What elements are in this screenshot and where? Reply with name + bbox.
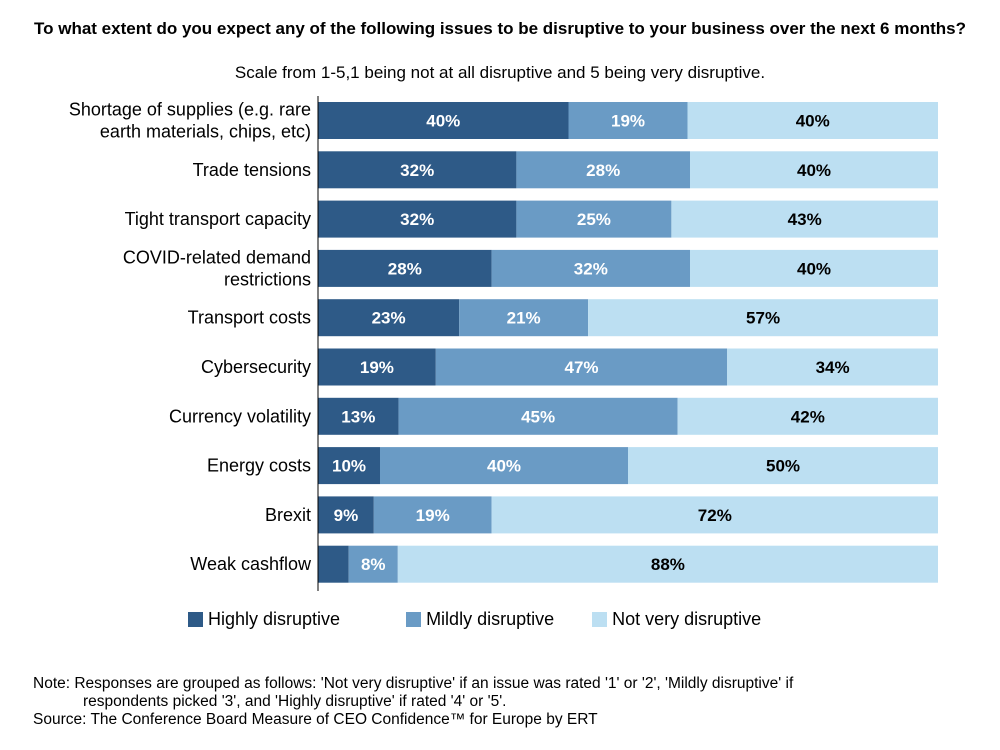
stacked-bar-chart: 40% 19% 40% Shortage of supplies (e.g. rare… — [69, 96, 938, 591]
bar-segment — [318, 447, 380, 485]
data-label: 40% — [797, 259, 831, 278]
category-label: Shortage of supplies (e.g. rare — [69, 100, 311, 120]
legend-swatch — [592, 612, 608, 627]
data-label: 13% — [341, 407, 375, 426]
category-label: Cybersecurity — [201, 357, 311, 377]
chart-subtitle: Scale from 1-5,1 being not at all disrup… — [234, 63, 766, 82]
bar-segment — [318, 496, 374, 534]
data-label: 21% — [507, 309, 541, 328]
legend-swatch — [406, 612, 422, 627]
data-label: 32% — [574, 259, 608, 278]
source-line: Source: The Conference Board Measure of … — [33, 711, 598, 728]
bar-segment — [690, 249, 938, 287]
bar-segment — [397, 545, 938, 583]
data-label: 40% — [797, 161, 831, 180]
legend-label: Not very disruptive — [612, 609, 762, 629]
bar-segment — [318, 397, 399, 435]
data-label: 9% — [334, 506, 359, 525]
data-label: 19% — [611, 112, 645, 131]
note-line-2: respondents picked '3', and 'Highly disr… — [83, 693, 507, 710]
legend-swatch — [188, 612, 203, 627]
data-label: 28% — [586, 161, 620, 180]
data-label: 32% — [400, 210, 434, 229]
bar-segment — [671, 200, 938, 238]
category-label: restrictions — [224, 269, 311, 289]
data-label: 50% — [766, 457, 800, 476]
data-label: 19% — [416, 506, 450, 525]
data-label: 25% — [577, 210, 611, 229]
data-label: 45% — [521, 407, 555, 426]
data-label: 10% — [332, 457, 366, 476]
bar-segment — [348, 545, 398, 583]
bar-segment — [677, 397, 938, 435]
data-label: 57% — [746, 309, 780, 328]
category-label: Tight transport capacity — [125, 209, 311, 229]
data-label: 72% — [698, 506, 732, 525]
bar-segment — [318, 151, 517, 189]
category-label: Currency volatility — [169, 406, 311, 426]
data-label: 19% — [360, 358, 394, 377]
data-label: 32% — [400, 161, 434, 180]
note-line-1: Note: Responses are grouped as follows: … — [33, 675, 794, 692]
data-label: 42% — [791, 407, 825, 426]
bar-segment — [318, 299, 460, 337]
bar-segment — [435, 348, 728, 386]
category-label: Trade tensions — [193, 160, 311, 180]
data-label: 43% — [788, 210, 822, 229]
data-label: 47% — [564, 358, 598, 377]
data-label: 88% — [651, 555, 685, 574]
bar-segment — [727, 348, 938, 386]
bar-segment — [380, 447, 628, 485]
category-label: Transport costs — [188, 308, 311, 328]
bar-segment — [516, 151, 690, 189]
bar-segment — [588, 299, 938, 337]
bar-segment — [459, 299, 589, 337]
bar-segment — [373, 496, 492, 534]
category-label: COVID-related demand — [123, 247, 311, 267]
bar-segment — [690, 151, 938, 189]
legend-label: Mildly disruptive — [426, 609, 555, 629]
category-label: earth materials, chips, etc) — [100, 122, 311, 142]
bar-segment — [491, 249, 690, 287]
bar-segment — [318, 102, 569, 139]
bar-segment — [628, 447, 938, 485]
bar-segment — [687, 102, 938, 139]
bar-segment — [398, 397, 678, 435]
category-label: Energy costs — [207, 456, 311, 476]
data-label: 40% — [487, 457, 521, 476]
data-label: 8% — [361, 555, 386, 574]
legend: Highly disruptive Mildly disruptive Not … — [188, 609, 801, 630]
bar-segment — [491, 496, 938, 534]
data-label: 28% — [388, 259, 422, 278]
bar-segment — [318, 348, 436, 386]
legend-label: Highly disruptive — [208, 609, 341, 629]
data-label: 23% — [372, 309, 406, 328]
bar-segment — [318, 249, 492, 287]
legend-item-highly: Highly disruptive — [188, 609, 340, 630]
category-label: Weak cashflow — [190, 554, 312, 574]
legend-item-not-very: Not very disruptive — [592, 609, 761, 630]
bar-segment — [318, 200, 517, 238]
chart-title: To what extent do you expect any of the … — [34, 19, 966, 38]
legend-item-mildly: Mildly disruptive — [406, 609, 554, 630]
data-label: 40% — [796, 112, 830, 131]
data-label: 40% — [426, 112, 460, 131]
footnote: Note: Responses are grouped as follows: … — [33, 675, 793, 729]
data-label: 34% — [816, 358, 850, 377]
bar-segment — [318, 545, 349, 583]
bar-segment — [516, 200, 672, 238]
bar-segment — [568, 102, 688, 139]
category-label: Brexit — [265, 505, 311, 525]
